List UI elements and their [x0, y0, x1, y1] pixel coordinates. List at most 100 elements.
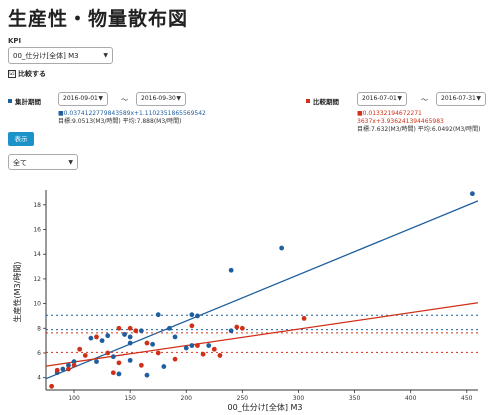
- kpi-select[interactable]: 00_仕分け[全体] M3 ▼: [8, 47, 113, 64]
- period2-data-point: [195, 343, 200, 348]
- x-tick-label: 400: [405, 395, 417, 402]
- period1-data-point: [110, 354, 116, 360]
- period1-end-select[interactable]: 2016-09-30 ▼: [136, 92, 186, 106]
- period2-data-point: [144, 340, 150, 346]
- period2-end-value: 2016-07-31: [441, 95, 476, 102]
- period2-label-group: 比較期間: [306, 96, 339, 106]
- chevron-down-icon: ▼: [476, 95, 481, 102]
- period2-color-swatch: [306, 99, 310, 103]
- kpi-select-value: 00_仕分け[全体] M3: [13, 52, 79, 60]
- chevron-down-icon: ▼: [98, 95, 103, 102]
- period1-data-point: [155, 312, 161, 318]
- y-tick-label: 8: [37, 325, 41, 332]
- period2-data-point: [189, 323, 195, 329]
- period2-target: 目標:7.632(M3/時間) 平均:6.0492(M3/時間): [357, 126, 481, 133]
- period2-data-point: [234, 324, 240, 330]
- period1-data-point: [189, 343, 195, 348]
- y-tick-label: 14: [33, 251, 41, 258]
- period2-start-value: 2016-07-01: [362, 95, 397, 102]
- period1-formula: ■0.0374122779843589x+1.1102351865569542: [58, 110, 206, 117]
- period2-data-point: [105, 350, 111, 356]
- period2-data-point: [211, 346, 217, 352]
- period2-data-point: [217, 353, 223, 358]
- page-title: 生産性・物量散布図: [8, 8, 189, 30]
- compare-toggle[interactable]: ☑ 比較する: [8, 69, 46, 79]
- period1-data-point: [66, 362, 71, 368]
- period2-data-point: [66, 366, 71, 372]
- period1-data-point: [228, 328, 234, 334]
- period2-data-point: [301, 315, 307, 321]
- x-tick-label: 350: [349, 395, 361, 402]
- period1-start-value: 2016-09-01: [63, 95, 98, 102]
- period1-data-point: [127, 334, 133, 340]
- chevron-down-icon: ▼: [103, 52, 108, 59]
- period2-data-point: [200, 351, 206, 357]
- filter-select-value: 全て: [13, 159, 27, 167]
- period2-data-point: [77, 346, 83, 352]
- y-tick-label: 6: [37, 350, 41, 357]
- compare-label: 比較する: [18, 70, 46, 78]
- x-axis-label: 00_仕分け[全体] M3: [228, 402, 303, 412]
- show-button[interactable]: 表示: [8, 132, 34, 146]
- period1-data-point: [228, 267, 234, 273]
- period1-range-separator: 〜: [121, 96, 128, 104]
- period2-data-point: [116, 360, 122, 366]
- period2-data-point: [155, 350, 161, 356]
- period1-target: 目標:9.0513(M3/時間) 平均:7.888(M3/時間): [58, 118, 182, 125]
- kpi-label: KPI: [8, 37, 22, 45]
- period2-data-point: [110, 370, 116, 376]
- period1-data-point: [150, 341, 155, 347]
- period1-data-point: [195, 313, 200, 319]
- x-tick-label: 200: [181, 395, 193, 402]
- period1-data-point: [469, 191, 475, 197]
- period1-data-point: [138, 328, 144, 334]
- chevron-down-icon: ▼: [68, 159, 73, 166]
- period1-data-point: [189, 312, 195, 318]
- filter-select[interactable]: 全て ▼: [8, 154, 78, 170]
- period2-data-point: [239, 325, 245, 331]
- period1-formula-block: ■0.0374122779843589x+1.1102351865569542 …: [58, 110, 206, 126]
- y-axis-label: 生産性(M3/時間): [12, 262, 22, 323]
- period2-data-point: [133, 328, 139, 334]
- period1-data-point: [105, 333, 111, 339]
- period2-data-point: [172, 356, 178, 362]
- period2-data-point: [116, 325, 122, 331]
- period2-data-point: [49, 383, 55, 389]
- y-tick-label: 12: [33, 276, 41, 283]
- x-tick-label: 250: [237, 395, 249, 402]
- period2-data-point: [54, 367, 60, 373]
- period1-data-point: [279, 245, 285, 251]
- period1-data-point: [144, 372, 150, 378]
- y-tick-label: 16: [33, 227, 41, 234]
- x-tick-label: 300: [293, 395, 305, 402]
- period1-data-point: [122, 332, 127, 337]
- period1-color-swatch: [8, 99, 12, 103]
- period2-formula-block: ■0.01332194672271 3637x+3.93624139446598…: [357, 110, 500, 134]
- x-tick-label: 150: [124, 395, 136, 402]
- period1-data-point: [167, 325, 172, 331]
- period1-data-point: [94, 359, 99, 365]
- period2-data-point: [94, 334, 99, 340]
- chevron-down-icon: ▼: [397, 95, 402, 102]
- period1-label-group: 集計期間: [8, 96, 41, 106]
- y-tick-label: 18: [33, 202, 41, 209]
- period2-start-select[interactable]: 2016-07-01 ▼: [357, 92, 407, 106]
- x-tick-label: 450: [461, 395, 473, 402]
- period2-data-point: [127, 325, 133, 331]
- period1-data-point: [206, 343, 212, 348]
- period1-data-point: [71, 359, 77, 365]
- period2-trend-line: [45, 302, 479, 367]
- period1-start-select[interactable]: 2016-09-01 ▼: [58, 92, 108, 106]
- period1-data-point: [99, 338, 105, 344]
- y-tick-label: 4: [37, 375, 41, 382]
- period1-label: 集計期間: [15, 98, 41, 106]
- compare-checkbox[interactable]: ☑: [8, 70, 16, 78]
- period2-label: 比較期間: [313, 98, 339, 106]
- period2-end-select[interactable]: 2016-07-31 ▼: [436, 92, 486, 106]
- period1-data-point: [127, 340, 133, 346]
- period1-data-point: [183, 345, 189, 351]
- x-tick-label: 100: [68, 395, 80, 402]
- y-tick-label: 10: [33, 301, 41, 308]
- period2-formula: ■0.01332194672271 3637x+3.93624139446598…: [357, 110, 444, 125]
